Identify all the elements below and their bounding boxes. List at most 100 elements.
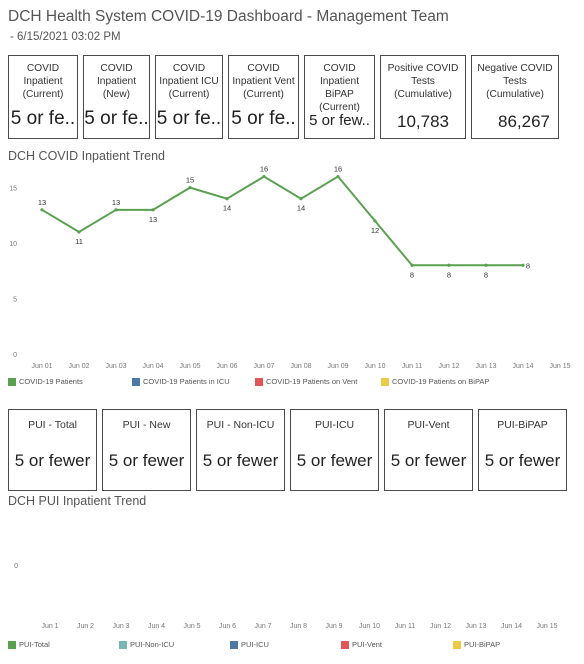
covid-kpi-row: COVID Inpatient (Current) 5 or fe.. COVI… <box>8 55 559 139</box>
data-point[interactable] <box>373 219 377 223</box>
data-point[interactable] <box>188 186 192 190</box>
kpi-positive-tests[interactable]: Positive COVID Tests (Cumulative) 10,783 <box>380 55 466 139</box>
kpi-pui-icu[interactable]: PUI-ICU 5 or fewer <box>290 409 379 491</box>
x-tick-label: Jun 03 <box>105 363 126 370</box>
kpi-label: COVID Inpatient (Current) <box>22 63 64 100</box>
legend-label: COVID-19 Patients on BiPAP <box>392 377 490 386</box>
data-point[interactable] <box>336 174 340 179</box>
legend-label: COVID-19 Patients in ICU <box>143 377 230 386</box>
data-point[interactable] <box>299 197 303 201</box>
y-tick-label: 10 <box>9 241 17 248</box>
x-tick-label: Jun 15 <box>536 623 557 630</box>
kpi-value: 5 or fe.. <box>231 108 296 129</box>
kpi-value: 5 or fe.. <box>156 108 222 129</box>
data-label: 8 <box>484 270 488 279</box>
kpi-pui-new[interactable]: PUI - New 5 or fewer <box>102 409 191 491</box>
legend-swatch <box>8 377 16 386</box>
x-tick-label: Jun 07 <box>253 363 274 370</box>
data-label: 13 <box>112 198 120 207</box>
legend-item[interactable]: PUI-Non-ICU <box>119 640 174 649</box>
pui-kpi-row: PUI - Total 5 or fewer PUI - New 5 or fe… <box>8 409 567 491</box>
legend-item[interactable]: PUI-Vent <box>341 640 382 649</box>
kpi-label: Positive COVID Tests (Cumulative) <box>387 63 459 100</box>
data-label: 11 <box>75 237 83 246</box>
x-tick-label: Jun 11 <box>395 623 416 630</box>
x-tick-label: Jun 02 <box>68 363 89 370</box>
kpi-label: COVID Inpatient BiPAP (Current) <box>319 63 360 113</box>
kpi-label: PUI-Vent <box>407 419 450 431</box>
x-tick-label: Jun 14 <box>512 363 533 370</box>
kpi-label: PUI-BiPAP <box>497 419 548 431</box>
data-point[interactable] <box>521 263 525 267</box>
data-label: 8 <box>410 270 414 279</box>
legend-item[interactable]: COVID-19 Patients in ICU <box>132 377 230 386</box>
kpi-covid-inpatient-vent[interactable]: COVID Inpatient Vent (Current) 5 or fe.. <box>228 55 299 139</box>
x-tick-label: Jun 5 <box>183 623 200 630</box>
x-tick-label: Jun 13 <box>465 623 486 630</box>
legend-item[interactable]: COVID-19 Patients <box>8 377 83 386</box>
kpi-value: 5 or fewer <box>108 451 185 470</box>
x-tick-label: Jun 06 <box>216 363 237 370</box>
legend-item[interactable]: PUI-ICU <box>230 640 269 649</box>
kpi-label: Negative COVID Tests (Cumulative) <box>477 63 553 100</box>
x-tick-label: Jun 08 <box>290 363 311 370</box>
x-tick-label: Jun 04 <box>142 363 163 370</box>
legend-label: PUI-Non-ICU <box>130 640 175 649</box>
data-point[interactable] <box>77 230 81 234</box>
kpi-label: PUI - Non-ICU <box>206 419 275 431</box>
kpi-value: 5 or few.. <box>309 112 370 129</box>
kpi-pui-vent[interactable]: PUI-Vent 5 or fewer <box>384 409 473 491</box>
x-tick-label: Jun 8 <box>290 623 307 630</box>
kpi-value: 5 or fewer <box>202 451 279 470</box>
kpi-value: 86,267 <box>498 112 550 131</box>
kpi-value: 10,783 <box>397 112 449 131</box>
x-tick-label: Jun 13 <box>475 363 496 370</box>
kpi-negative-tests[interactable]: Negative COVID Tests (Cumulative) 86,267 <box>471 55 559 139</box>
legend-label: PUI-BiPAP <box>464 640 501 649</box>
x-tick-label: Jun 2 <box>77 623 94 630</box>
data-point[interactable] <box>151 208 155 212</box>
covid-trend-title: DCH COVID Inpatient Trend <box>8 149 166 163</box>
kpi-value: 5 or fewer <box>484 451 561 470</box>
kpi-pui-bipap[interactable]: PUI-BiPAP 5 or fewer <box>478 409 567 491</box>
data-point[interactable] <box>40 208 44 212</box>
data-point[interactable] <box>225 197 229 201</box>
kpi-value: 5 or fe.. <box>10 108 76 129</box>
x-tick-label: Jun 7 <box>254 623 271 630</box>
kpi-label: COVID Inpatient ICU (Current) <box>159 63 219 100</box>
covid-trend-chart: 0 5 10 15 Jun 01 Jun 02 Jun 03 Jun 04 Jun 05 Jun … <box>9 165 570 370</box>
legend-item[interactable]: PUI-Total <box>8 640 50 649</box>
x-tick-label: Jun 9 <box>325 623 342 630</box>
x-tick-label: Jun 12 <box>430 623 451 630</box>
legend-swatch <box>341 640 349 649</box>
legend-swatch <box>255 377 263 386</box>
kpi-pui-non-icu[interactable]: PUI - Non-ICU 5 or fewer <box>196 409 285 491</box>
kpi-covid-inpatient-bipap[interactable]: COVID Inpatient BiPAP (Current) 5 or few… <box>304 55 375 139</box>
data-point[interactable] <box>114 208 118 212</box>
legend-swatch <box>119 640 127 649</box>
data-point[interactable] <box>484 263 488 267</box>
data-point[interactable] <box>410 263 414 267</box>
data-label: 8 <box>447 270 451 279</box>
dashboard-title: DCH Health System COVID-19 Dashboard - M… <box>8 8 449 25</box>
data-label: 15 <box>186 176 194 185</box>
kpi-covid-inpatient-current[interactable]: COVID Inpatient (Current) 5 or fe.. <box>8 55 78 139</box>
kpi-pui-total[interactable]: PUI - Total 5 or fewer <box>8 409 97 491</box>
data-label: 14 <box>297 204 305 213</box>
kpi-covid-inpatient-new[interactable]: COVID Inpatient (New) 5 or fe.. <box>83 55 150 139</box>
data-point[interactable] <box>447 263 451 267</box>
kpi-label: COVID Inpatient (New) <box>96 63 137 100</box>
x-tick-label: Jun 09 <box>327 363 348 370</box>
kpi-covid-inpatient-icu[interactable]: COVID Inpatient ICU (Current) 5 or fe.. <box>155 55 223 139</box>
legend-item[interactable]: COVID-19 Patients on Vent <box>255 377 357 386</box>
legend-label: COVID-19 Patients <box>19 377 83 386</box>
y-tick-label: 0 <box>13 352 17 359</box>
kpi-value: 5 or fewer <box>14 451 91 470</box>
data-label: 13 <box>38 198 46 207</box>
legend-label: PUI-Total <box>19 640 50 649</box>
legend-swatch <box>230 640 238 649</box>
x-tick-label: Jun 3 <box>112 623 129 630</box>
legend-item[interactable]: COVID-19 Patients on BiPAP <box>381 377 489 386</box>
data-point[interactable] <box>262 174 266 179</box>
legend-item[interactable]: PUI-BiPAP <box>453 640 500 649</box>
